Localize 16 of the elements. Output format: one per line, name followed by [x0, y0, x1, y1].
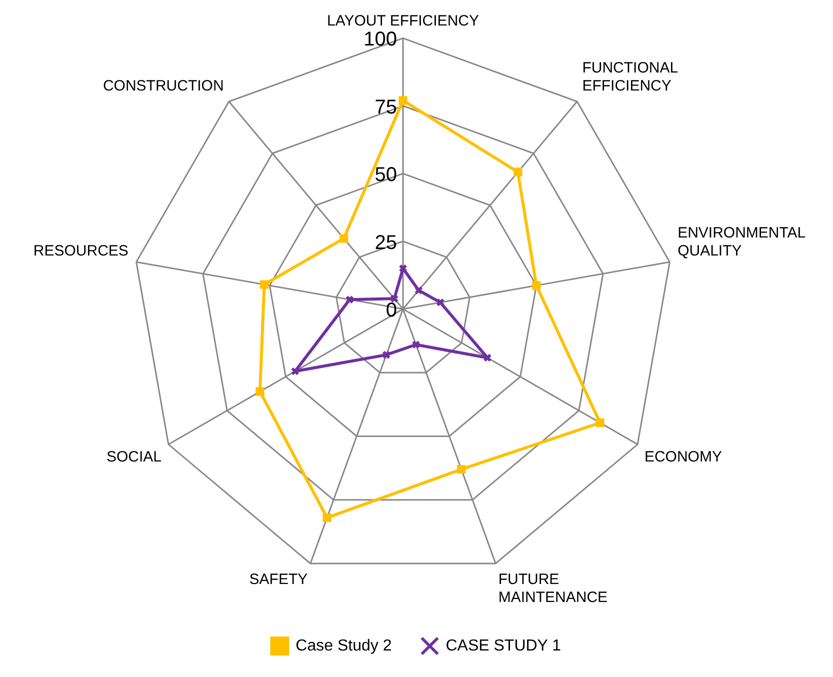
y-tick-label: 50 [374, 164, 397, 186]
y-tick-label: 25 [374, 232, 397, 254]
spoke-label: LAYOUT EFFICIENCY [327, 12, 479, 30]
spoke-label: SOCIAL [106, 448, 162, 466]
spoke-label: FUNCTIONAL EFFICIENCY [582, 60, 678, 95]
y-tick-label: 0 [386, 300, 397, 322]
spoke-label: CONSTRUCTION [102, 78, 224, 95]
legend-label: Case Study 2 [296, 637, 392, 654]
spoke-label: FUTURE MAINTENANCE [498, 571, 608, 606]
spoke-label: SAFETY [249, 571, 308, 588]
spoke-label: ECONOMY [644, 448, 722, 466]
spoke-label: RESOURCES [33, 242, 128, 260]
legend-label: CASE STUDY 1 [446, 637, 562, 654]
spoke-label: ENVIRONMENTAL QUALITY [678, 224, 806, 260]
y-tick-label: 75 [374, 96, 397, 118]
y-tick-label: 100 [364, 28, 397, 51]
